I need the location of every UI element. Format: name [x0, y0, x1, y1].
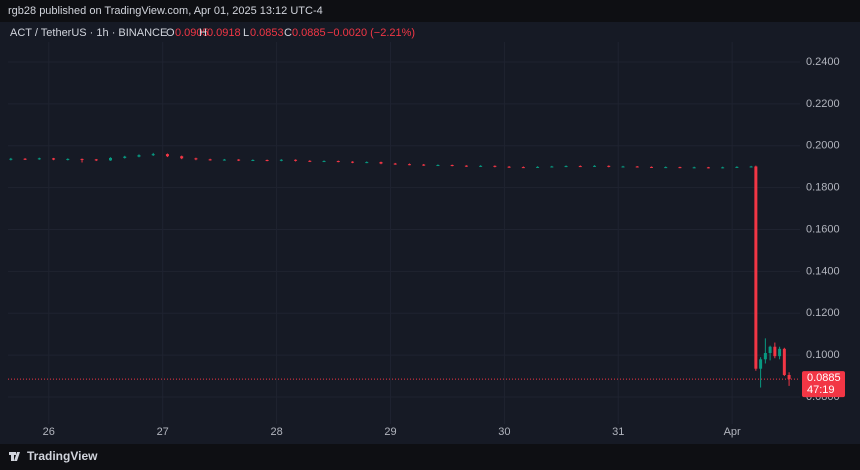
candle-body [564, 166, 568, 168]
candle-body [365, 162, 369, 164]
candle-body [23, 158, 27, 160]
candle-body [479, 165, 483, 167]
x-tick-label: 28 [270, 426, 282, 438]
y-tick-label: 0.1800 [806, 182, 840, 194]
y-tick-label: 0.1200 [806, 307, 840, 319]
last-price-label: 0.0885 [807, 372, 841, 384]
plot: 0.08000.10000.12000.14000.16000.18000.20… [8, 42, 845, 438]
symbol: ACT / TetherUS · 1h · BINANCE [10, 27, 167, 39]
candle-body [450, 165, 454, 167]
candle-body [787, 374, 791, 380]
candle-body [151, 154, 155, 156]
candle-body [237, 159, 241, 161]
candle-body [9, 158, 13, 160]
candle-body [251, 159, 255, 161]
candle-body [222, 159, 226, 161]
y-tick-label: 0.1400 [806, 265, 840, 277]
candle-body [37, 158, 41, 160]
o-value: 0.0905 [175, 27, 209, 39]
candle-body [464, 165, 468, 167]
c-value: 0.0885 [292, 27, 326, 39]
candle-body [692, 167, 696, 169]
x-tick-label: 26 [43, 426, 55, 438]
candle-body [66, 158, 70, 160]
h-label: H [199, 27, 207, 39]
candle-body [621, 166, 625, 168]
candle-body [773, 346, 777, 357]
candle-body [721, 167, 725, 169]
candle-body [578, 166, 582, 168]
o-label: O [166, 27, 175, 39]
y-tick-label: 0.1000 [806, 349, 840, 361]
x-tick-label: 27 [157, 426, 169, 438]
candle-body [137, 155, 141, 157]
candle-body [593, 165, 597, 167]
change: −0.0020 (−2.21%) [327, 27, 415, 39]
candle-body [123, 156, 127, 158]
candle-body [80, 158, 84, 160]
candle-body [336, 161, 340, 163]
last-price-box [802, 371, 845, 398]
brand: TradingView [27, 449, 98, 463]
candle-body [436, 165, 440, 167]
candle-body [194, 158, 198, 160]
y-tick-label: 0.2000 [806, 140, 840, 152]
publish-line: rgb28 published on TradingView.com, Apr … [8, 5, 323, 17]
candle-body [108, 157, 112, 161]
candle-body [507, 166, 511, 168]
candle-body [322, 161, 326, 163]
candle-body [768, 346, 772, 354]
candle-body [782, 348, 786, 375]
candle-body [94, 159, 98, 161]
candle-body [165, 154, 169, 157]
x-tick-label: 30 [498, 426, 510, 438]
candle-body [351, 161, 355, 163]
x-tick-label: 29 [384, 426, 396, 438]
countdown-label: 47:19 [807, 384, 835, 396]
x-tick-label: Apr [724, 426, 741, 438]
l-label: L [243, 27, 249, 39]
logo-icon [9, 452, 20, 461]
candle-body [754, 166, 758, 369]
candle-body [265, 159, 269, 161]
candle-body [749, 166, 753, 168]
candle-body [649, 166, 653, 168]
x-tick-label: 31 [612, 426, 624, 438]
candle-body [422, 164, 426, 166]
candle-body [294, 159, 298, 161]
candle-body [521, 167, 525, 169]
candle-body [52, 158, 56, 160]
h-value: 0.0918 [207, 27, 241, 39]
candle-body [678, 167, 682, 169]
candle-body [208, 159, 212, 161]
candle-body [635, 166, 639, 168]
candle-body [759, 359, 763, 369]
candle-body [536, 166, 540, 168]
candle-body [763, 353, 767, 360]
candle-body [279, 159, 283, 161]
candle-body [308, 160, 312, 162]
candle-body [493, 165, 497, 167]
candle-body [778, 348, 782, 357]
chart-panel [0, 22, 860, 444]
candle-body [607, 165, 611, 167]
candle-body [407, 164, 411, 166]
candle-body [393, 163, 397, 165]
c-label: C [284, 27, 292, 39]
y-tick-label: 0.2400 [806, 56, 840, 68]
candle-body [706, 167, 710, 169]
candle-body [664, 167, 668, 169]
y-tick-label: 0.2200 [806, 98, 840, 110]
candle-body [379, 162, 383, 164]
legend: ACT / TetherUS · 1h · BINANCE O 0.0905 H… [10, 27, 415, 39]
candle-body [180, 156, 184, 159]
y-tick-label: 0.1600 [806, 223, 840, 235]
candle-body [735, 166, 739, 168]
candle-body [550, 166, 554, 168]
l-value: 0.0853 [250, 27, 284, 39]
footer-bar [0, 444, 860, 470]
